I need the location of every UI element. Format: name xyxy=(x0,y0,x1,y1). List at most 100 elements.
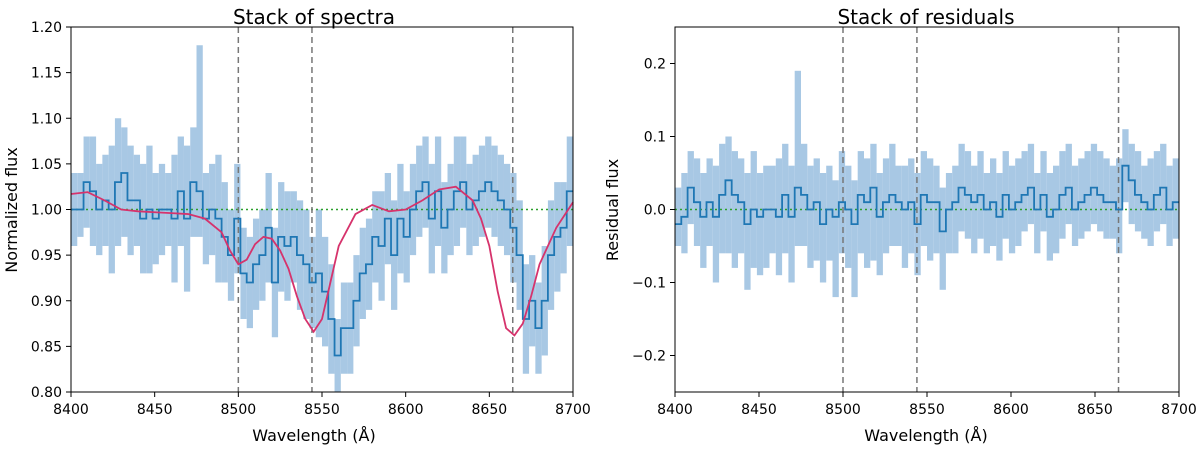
error-band-bin xyxy=(738,158,745,254)
error-band-bin xyxy=(1084,151,1091,232)
chart-title: Stack of spectra xyxy=(233,5,395,29)
x-tick-label: 8500 xyxy=(221,402,257,418)
x-axis-label: Wavelength (Å) xyxy=(864,426,987,445)
x-ticks: 8400 8450 8500 8550 8600 8650 8700 xyxy=(657,392,1197,418)
y-ticks: −0.2 −0.1 0.0 0.1 0.2 xyxy=(632,57,675,365)
stacked-residual-layer xyxy=(675,164,1179,233)
error-band-bin xyxy=(832,180,839,298)
error-band-bin xyxy=(744,173,751,290)
error-band-bin xyxy=(712,165,720,283)
error-band-bin xyxy=(1065,143,1072,225)
error-band-bin xyxy=(675,187,682,246)
x-tick-label: 8550 xyxy=(909,402,945,418)
y-tick-label: 1.20 xyxy=(31,20,62,36)
model-fit-layer xyxy=(70,185,574,337)
y-tick-label: 0.95 xyxy=(31,248,62,264)
x-tick-label: 8500 xyxy=(825,402,861,418)
x-tick-label: 8700 xyxy=(1161,402,1197,418)
error-band-bin xyxy=(939,187,946,290)
error-band-bin xyxy=(1147,158,1154,246)
error-band-bin xyxy=(882,158,890,254)
error-band-bin xyxy=(1116,158,1123,254)
y-tick-label: 0.0 xyxy=(644,203,666,219)
y-ticks: 0.80 0.85 0.90 0.95 1.00 1.05 1.10 1.15 1.20 xyxy=(31,20,71,401)
error-band-bin xyxy=(870,143,877,261)
error-band-bin xyxy=(1027,143,1035,225)
error-band-bin xyxy=(1021,151,1028,232)
x-tick-label: 8700 xyxy=(555,402,591,418)
error-band-bin xyxy=(876,173,883,276)
error-band-bin xyxy=(983,173,990,254)
residuals-panel: 8400 8450 8500 8550 8600 8650 8700 −0.2 −0.1 0.0… xyxy=(603,5,1197,445)
x-tick-label: 8600 xyxy=(993,402,1029,418)
error-band-bin xyxy=(845,165,852,268)
error-band-bin xyxy=(1166,165,1173,246)
x-ticks: 8400 8450 8500 8550 8600 8650 8700 xyxy=(53,392,591,418)
error-band-bin xyxy=(221,182,228,283)
y-tick-label: 1.10 xyxy=(31,111,62,127)
y-tick-label: 1.05 xyxy=(31,157,62,173)
error-band-bin xyxy=(851,180,858,298)
error-band-bin xyxy=(788,165,795,283)
error-band-bin xyxy=(895,165,902,246)
x-tick-label: 8450 xyxy=(741,402,777,418)
error-band-bin xyxy=(763,165,770,268)
error-band-bin xyxy=(77,173,84,237)
error-band-bin xyxy=(782,143,789,254)
y-axis-label: Normalized flux xyxy=(2,147,21,273)
x-tick-label: 8450 xyxy=(137,402,173,418)
x-tick-label: 8650 xyxy=(1077,402,1113,418)
error-band-bin xyxy=(908,158,915,254)
y-tick-label: −0.1 xyxy=(632,276,666,292)
y-tick-label: 0.90 xyxy=(31,294,62,310)
y-tick-label: 0.80 xyxy=(31,385,62,401)
y-tick-label: 0.1 xyxy=(644,130,666,146)
stacked-spectrum-layer xyxy=(71,172,573,357)
error-band-bin xyxy=(826,165,833,261)
error-band-bin xyxy=(807,165,814,268)
error-band-bin xyxy=(1097,151,1104,232)
error-band-bin xyxy=(1040,151,1047,232)
y-tick-label: 0.85 xyxy=(31,339,62,355)
error-band-bin xyxy=(756,173,764,276)
x-tick-label: 8650 xyxy=(472,402,508,418)
error-band-bin xyxy=(819,173,827,283)
error-band-bin xyxy=(196,45,203,237)
error-band-bin xyxy=(1153,151,1161,232)
error-band-bin xyxy=(864,158,871,268)
x-tick-label: 8550 xyxy=(304,402,340,418)
x-axis-label: Wavelength (Å) xyxy=(252,426,375,445)
x-tick-label: 8400 xyxy=(657,402,693,418)
error-band-bin xyxy=(901,165,909,268)
error-band-bin xyxy=(971,165,978,254)
error-band-bin xyxy=(920,151,927,246)
x-tick-label: 8600 xyxy=(388,402,424,418)
error-band-bin xyxy=(1090,143,1098,225)
error-band-bin xyxy=(1172,158,1179,239)
step-line xyxy=(675,164,1179,233)
model-curve xyxy=(70,185,574,337)
error-band-bin xyxy=(731,151,738,268)
y-tick-label: 1.00 xyxy=(31,203,62,219)
error-band-layer xyxy=(675,70,1179,298)
error-band-bin xyxy=(1128,143,1135,225)
error-band-bin xyxy=(121,127,128,237)
line-marker-layer xyxy=(237,27,514,392)
y-tick-label: −0.2 xyxy=(632,349,666,365)
y-tick-label: 0.2 xyxy=(644,57,666,73)
y-axis-label: Residual flux xyxy=(603,159,622,261)
error-band-bin xyxy=(1134,151,1142,232)
y-tick-label: 1.15 xyxy=(31,66,62,82)
error-band-bin xyxy=(945,173,953,254)
error-band-bin xyxy=(1034,173,1041,254)
error-band-bin xyxy=(725,136,732,254)
error-band-bin xyxy=(1078,158,1085,239)
error-band-bin xyxy=(1160,143,1167,225)
error-band-bin xyxy=(1071,165,1079,246)
error-band-bin xyxy=(681,173,688,254)
spectra-panel: 8400 8450 8500 8550 8600 8650 8700 0.80 0.85 0.9… xyxy=(2,5,591,445)
error-band-bin xyxy=(700,173,707,268)
chart-title: Stack of residuals xyxy=(837,5,1014,29)
error-band-bin xyxy=(1103,158,1110,239)
